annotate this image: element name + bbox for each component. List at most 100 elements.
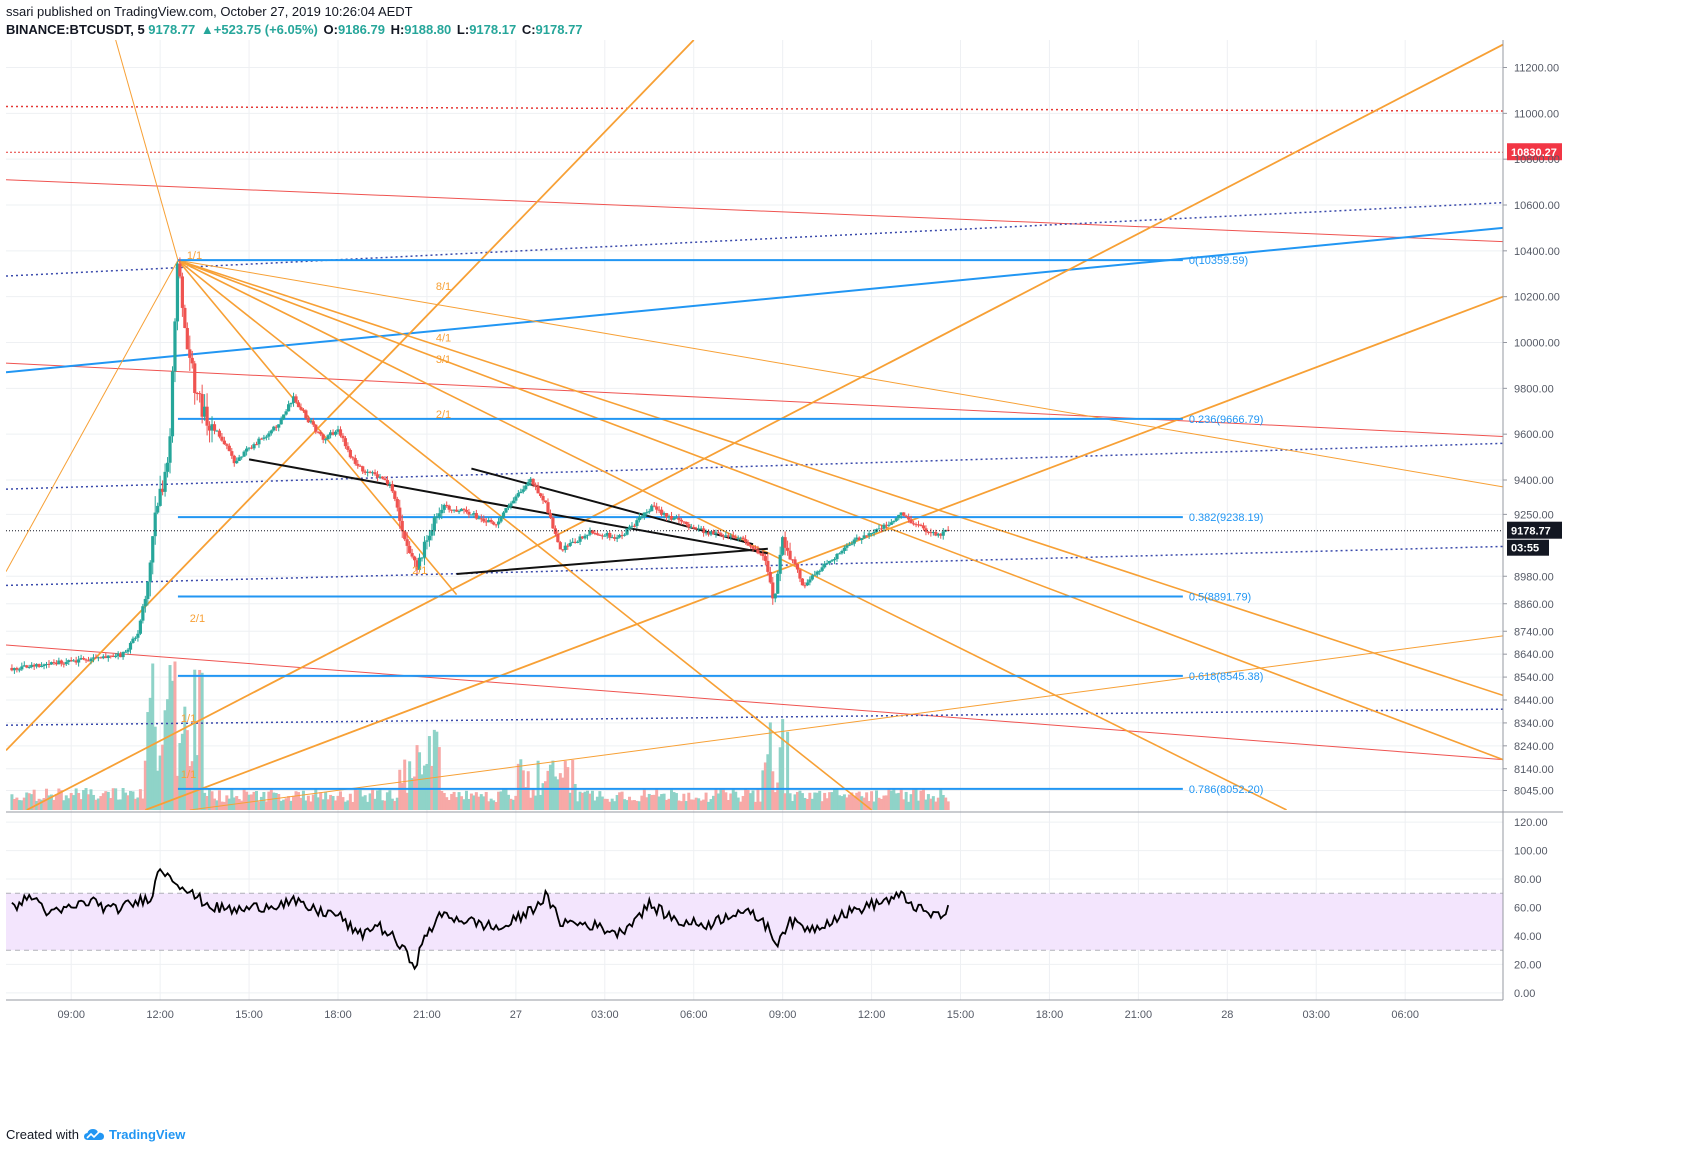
- candle-body: [494, 524, 498, 526]
- candle-body: [217, 430, 222, 437]
- candle-body: [230, 451, 234, 456]
- candle-body: [521, 489, 525, 492]
- volume-bar: [358, 790, 362, 810]
- volume-bar: [215, 800, 219, 810]
- time-tick-label: 12:00: [146, 1009, 174, 1021]
- candle-body: [151, 536, 155, 563]
- volume-bar: [235, 796, 239, 810]
- candle-body: [240, 456, 244, 458]
- volume-bar: [455, 797, 459, 810]
- volume-bar: [225, 795, 229, 810]
- candle-body: [840, 550, 844, 554]
- candle-body: [338, 429, 343, 436]
- candle-body: [877, 528, 881, 530]
- volume-bar: [749, 793, 753, 810]
- volume-bar: [200, 672, 204, 810]
- volume-bar: [40, 799, 44, 810]
- candle-body: [598, 534, 602, 536]
- volume-bar: [672, 792, 676, 810]
- candle-body: [667, 515, 671, 518]
- drawing-lines: [6, 40, 1503, 810]
- price-tick-label: 8740.00: [1514, 626, 1554, 638]
- price-tick-label: 9400.00: [1514, 475, 1554, 487]
- volume-bar: [667, 798, 671, 810]
- candle-body: [504, 508, 508, 513]
- candle-body: [739, 537, 743, 539]
- volume-bar: [141, 798, 145, 810]
- volume-bar: [282, 799, 286, 810]
- volume-bar: [620, 791, 624, 810]
- volume-bar: [590, 790, 594, 810]
- volume-bar: [190, 761, 194, 810]
- candle-body: [642, 512, 646, 517]
- rsi-line-path: [11, 867, 950, 971]
- grid: [6, 40, 1503, 1000]
- volume-bar: [556, 779, 560, 810]
- volume-bar: [432, 729, 436, 810]
- price-tick-label: 8045.00: [1514, 786, 1554, 798]
- volume-bar: [74, 788, 78, 810]
- volume-bar: [348, 793, 352, 810]
- candle-body: [304, 410, 308, 419]
- candle-body: [385, 480, 390, 485]
- candle-body: [887, 524, 891, 526]
- volume-bar: [744, 788, 748, 810]
- volume-bar: [111, 788, 115, 810]
- candle-body: [679, 519, 683, 522]
- volume-bar: [89, 789, 93, 810]
- volume-bar: [917, 800, 921, 810]
- candle-body: [882, 524, 886, 529]
- rsi-tick-label: 100.00: [1514, 846, 1548, 858]
- volume-bar: [889, 790, 893, 810]
- candle-body: [380, 476, 385, 479]
- volume-bar: [106, 791, 110, 810]
- candle-body: [430, 530, 434, 536]
- candle-body: [919, 524, 923, 526]
- volume-bar: [872, 801, 876, 810]
- volume-bar: [62, 800, 66, 810]
- symbol-label[interactable]: BINANCE:BTCUSDT, 5: [6, 22, 145, 37]
- volume-bar: [583, 791, 587, 810]
- candle-body: [25, 665, 29, 668]
- candle-body: [94, 657, 98, 659]
- volume-bar: [815, 792, 819, 810]
- candle-body: [842, 547, 847, 551]
- candle-body: [857, 537, 861, 540]
- candle-body: [699, 528, 703, 530]
- candle-body: [711, 531, 716, 535]
- candle-body: [336, 429, 340, 432]
- candle-body: [580, 536, 585, 539]
- volume-bar: [346, 800, 350, 810]
- volume-bar: [166, 699, 170, 810]
- time-tick-label: 18:00: [324, 1009, 352, 1021]
- volume-bar: [422, 765, 426, 810]
- last-price: 9178.77: [148, 22, 196, 37]
- candle-body: [761, 553, 765, 557]
- volume-bar: [931, 796, 935, 810]
- volume-bar: [178, 743, 182, 810]
- candle-body: [133, 637, 138, 639]
- candle-body: [408, 545, 412, 554]
- volume-bar: [42, 798, 46, 810]
- red-channel-low: [6, 644, 1503, 761]
- candle-body: [245, 448, 249, 452]
- volume-bar: [252, 791, 256, 810]
- candle-body: [894, 518, 898, 521]
- candle-body: [593, 533, 597, 535]
- candle-body: [860, 538, 864, 540]
- candle-body: [662, 513, 666, 515]
- volume-bar: [32, 789, 36, 810]
- time-tick-label: 06:00: [680, 1009, 708, 1021]
- candle-body: [64, 662, 68, 665]
- volume-bar: [489, 798, 493, 810]
- volume-bar: [840, 796, 844, 810]
- tradingview-brand[interactable]: TradingView: [108, 1127, 186, 1142]
- volume-bar: [837, 795, 841, 810]
- candle-body: [531, 478, 535, 485]
- low-label: L:: [456, 22, 470, 37]
- last-price-tag: [1507, 521, 1562, 539]
- volume-bar: [746, 790, 750, 810]
- candle-body: [763, 556, 767, 561]
- candle-body: [652, 505, 656, 507]
